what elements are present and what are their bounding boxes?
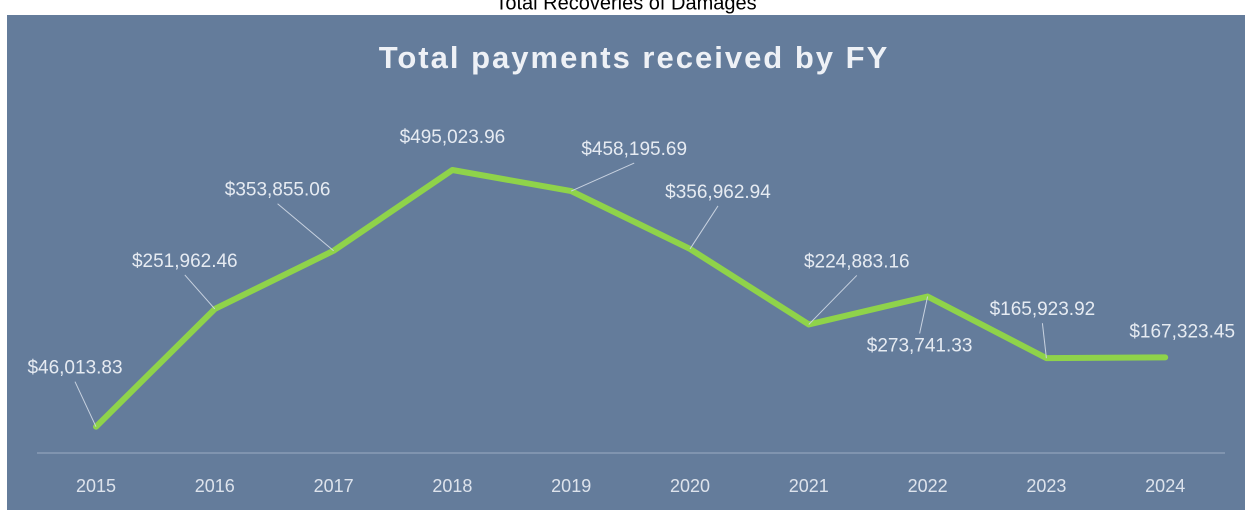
- data-label: $356,962.94: [665, 182, 771, 203]
- data-label: $353,855.06: [225, 180, 331, 201]
- leader-line: [570, 162, 635, 192]
- leader-line: [808, 275, 858, 325]
- data-label: $46,013.83: [27, 358, 122, 379]
- data-line: [93, 167, 1169, 430]
- x-tick-label: 2023: [1026, 476, 1066, 496]
- x-tick-label: 2016: [195, 476, 235, 496]
- chart-area: [7, 15, 1245, 510]
- leader-line: [277, 203, 334, 252]
- leader-line: [74, 381, 97, 427]
- x-tick-label: 2018: [432, 476, 472, 496]
- leader-line: [1041, 323, 1047, 359]
- data-label: $458,195.69: [581, 139, 687, 160]
- data-label: $273,741.33: [867, 336, 973, 357]
- x-tick-label: 2015: [76, 476, 116, 496]
- leader-line: [184, 274, 216, 310]
- x-tick-label: 2022: [908, 476, 948, 496]
- data-label: $165,923.92: [990, 299, 1096, 320]
- data-label: $495,023.96: [400, 127, 506, 148]
- leader-line: [689, 205, 719, 250]
- x-tick-label: 2019: [551, 476, 591, 496]
- x-tick-label: 2021: [789, 476, 829, 496]
- x-tick-label: 2020: [670, 476, 710, 496]
- data-label: $251,962.46: [132, 251, 238, 272]
- chart-title: Total payments received by FY: [379, 40, 890, 75]
- data-label: $167,323.45: [1129, 321, 1235, 342]
- page-header: Total Recoveries of Damages: [495, 0, 756, 14]
- x-tick-label: 2024: [1145, 476, 1185, 496]
- data-label: $224,883.16: [804, 251, 910, 272]
- x-tick-label: 2017: [314, 476, 354, 496]
- leader-line: [919, 296, 929, 334]
